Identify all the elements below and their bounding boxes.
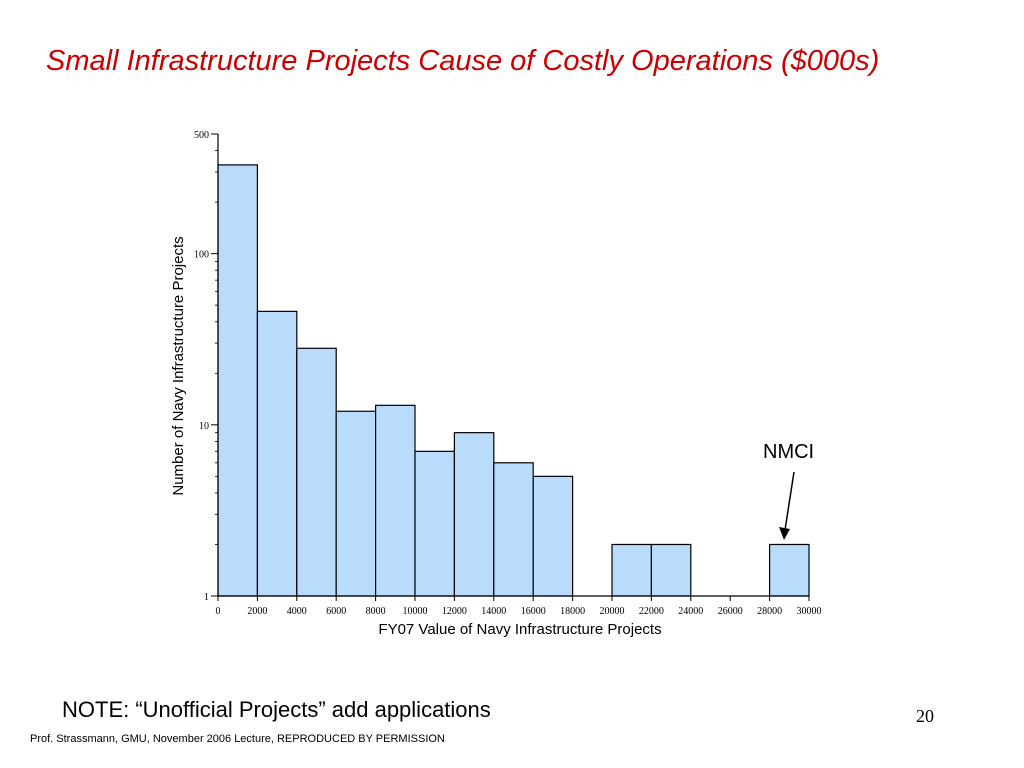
y-tick-label: 100 (194, 250, 209, 261)
histogram-bar (256, 310, 298, 597)
x-tick-label: 24000 (678, 606, 703, 617)
x-tick-label: 30000 (797, 606, 822, 617)
y-tick-label: 1 (204, 592, 209, 603)
slide-note: NOTE: “Unofficial Projects” add applicat… (62, 697, 491, 722)
slide-title: Small Infrastructure Projects Cause of C… (46, 45, 880, 77)
histogram-bar (414, 450, 456, 597)
y-tick-label: 500 (194, 130, 209, 141)
x-tick-label: 18000 (560, 606, 585, 617)
histogram-bar (296, 347, 337, 597)
y-axis-label: Number of Navy Infrastructure Projects (170, 236, 187, 495)
histogram-bar (768, 543, 810, 597)
nmci-label: NMCI (763, 441, 814, 463)
x-tick-label: 14000 (481, 606, 506, 617)
x-tick-label: 0 (216, 606, 221, 617)
x-tick-label: 8000 (366, 606, 386, 617)
x-tick-label: 22000 (639, 606, 664, 617)
histogram-bar (611, 543, 653, 597)
x-tick-label: 2000 (247, 606, 267, 617)
y-axis-ticks: 1 10 100 500 (194, 130, 218, 603)
x-tick-label: 4000 (287, 606, 307, 617)
histogram-bar (650, 543, 692, 597)
histogram-bar (335, 410, 377, 597)
x-tick-label: 20000 (600, 606, 625, 617)
histogram-bar (217, 164, 259, 597)
histogram-bar (532, 475, 574, 597)
x-tick-label: 28000 (757, 606, 782, 617)
y-tick-label: 10 (199, 421, 209, 432)
x-tick-label: 12000 (442, 606, 467, 617)
x-tick-label: 6000 (326, 606, 346, 617)
nmci-annotation: NMCI (763, 441, 814, 540)
nmci-arrow-line (784, 471, 795, 531)
slide-footer: Prof. Strassmann, GMU, November 2006 Lec… (30, 733, 445, 745)
x-tick-label: 10000 (403, 606, 428, 617)
x-tick-label: 16000 (521, 606, 546, 617)
histogram-bar (375, 404, 416, 597)
histogram-bar (453, 432, 495, 597)
histogram-bar (493, 462, 534, 597)
page-number: 20 (916, 706, 934, 726)
x-axis-label: FY07 Value of Navy Infrastructure Projec… (378, 621, 661, 638)
x-tick-label: 26000 (718, 606, 743, 617)
x-axis-ticks: 0 2000 4000 6000 8000 10000 12000 14000 16000 180… (216, 596, 822, 617)
histogram-bars (217, 164, 810, 597)
nmci-arrowhead (779, 527, 790, 540)
chart-axes (217, 134, 809, 597)
